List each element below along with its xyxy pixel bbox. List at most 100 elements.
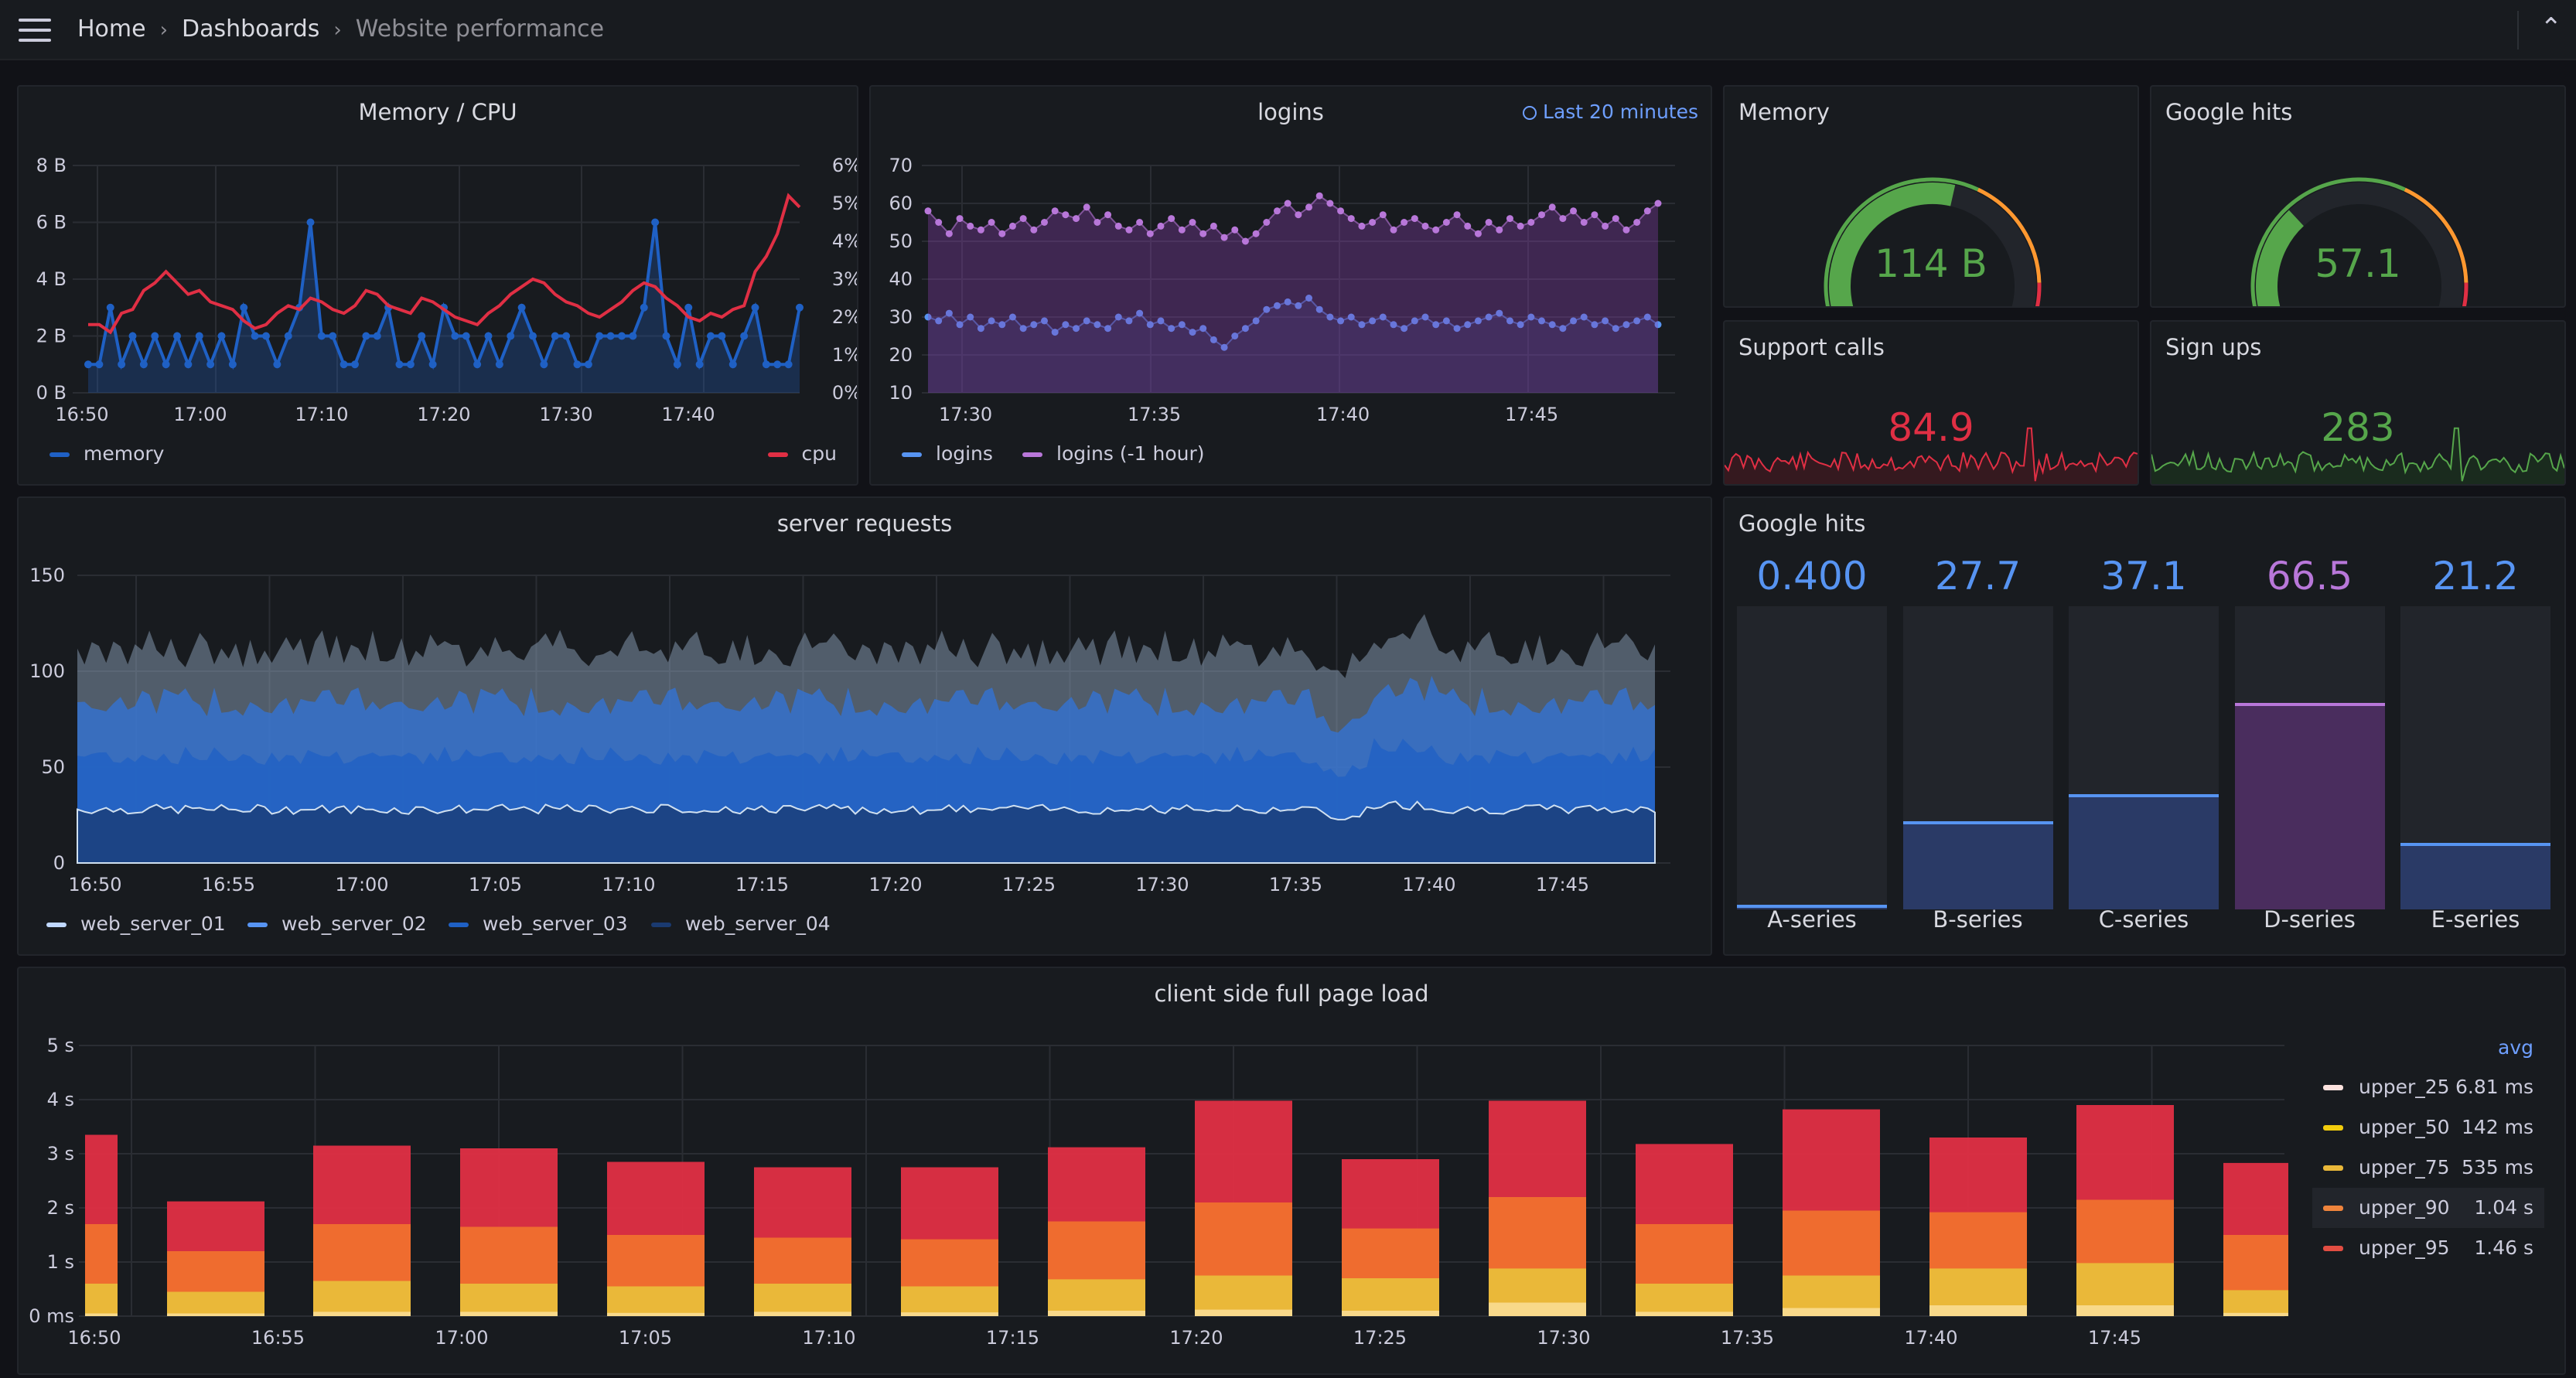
legend-item-web-server-02[interactable]: web_server_02: [247, 912, 427, 935]
panel-logins[interactable]: logins Last 20 minutes 10 20 30 40 50 60 70 17:…: [869, 85, 1712, 486]
y-tick-label: 6 B: [36, 212, 67, 234]
legend-item-logins[interactable]: logins: [902, 442, 993, 465]
time-range-badge[interactable]: Last 20 minutes: [1523, 101, 1698, 123]
logins-point: [1559, 325, 1567, 333]
legend-item-web-server-04[interactable]: web_server_04: [651, 912, 831, 935]
legend-row-upper-25[interactable]: upper_25 6.81 ms: [2312, 1067, 2544, 1107]
bar-upper-50: [313, 1311, 411, 1316]
bar-upper-50: [1342, 1311, 1439, 1316]
legend-item-web-server-03[interactable]: web_server_03: [449, 912, 628, 935]
memory-point: [673, 360, 681, 369]
bar-track-e-series[interactable]: [2400, 606, 2550, 909]
x-tick-label: 17:00: [335, 874, 388, 895]
breadcrumb-dashboards[interactable]: Dashboards: [182, 15, 320, 43]
bar-upper-75: [167, 1291, 264, 1316]
bar-fill-a-series: [1737, 905, 1887, 909]
logins-point: [1612, 325, 1619, 333]
y2-tick-label: 0%: [832, 382, 858, 404]
legend-row-upper-95[interactable]: upper_95 1.46 s: [2312, 1228, 2544, 1268]
legend-row-upper-50[interactable]: upper_50 142 ms: [2312, 1107, 2544, 1148]
bar-track-b-series[interactable]: [1902, 606, 2053, 909]
legend-swatch: [49, 452, 70, 457]
logins-hour-point: [1295, 211, 1302, 219]
memory-point: [473, 360, 482, 369]
logins-point: [1548, 321, 1556, 329]
panel-page-load[interactable]: client side full page load 0 ms 1 s 2 s 3 s…: [17, 967, 2566, 1375]
bar-upper-50: [901, 1312, 998, 1316]
legend-item-memory[interactable]: memory: [49, 442, 164, 465]
memory-point: [206, 360, 215, 369]
logins-hour-point: [956, 215, 964, 223]
logins-hour-point: [1273, 207, 1281, 215]
stack-area-web_server_01: [77, 800, 1656, 864]
y-tick-label: 100: [29, 660, 65, 682]
logins-hour-point: [1146, 230, 1154, 237]
legend-row-upper-90[interactable]: upper_90 1.04 s: [2312, 1188, 2544, 1228]
logins-point: [1485, 313, 1493, 321]
logins-hour-point: [1379, 211, 1387, 219]
memory-point: [339, 360, 348, 369]
logins-point: [1114, 313, 1122, 321]
panel-sign-ups[interactable]: Sign ups 283: [2150, 320, 2566, 486]
y-tick-label: 60: [889, 193, 913, 214]
legend-item-logins-hour[interactable]: logins (-1 hour): [1022, 442, 1205, 465]
panel-title: Memory / CPU: [358, 99, 517, 125]
bar-upper-75: [85, 1284, 118, 1316]
panel-google-gauge[interactable]: Google hits 57.1: [2150, 85, 2566, 308]
bar-track-d-series[interactable]: [2234, 606, 2385, 909]
legend-row-upper-75[interactable]: upper_75 535 ms: [2312, 1148, 2544, 1188]
bar-track-a-series[interactable]: [1737, 606, 1887, 909]
y2-tick-label: 6%: [832, 155, 858, 176]
logins-point: [935, 317, 943, 325]
legend-value: 1.04 s: [2474, 1196, 2533, 1219]
legend-item-web-server-01[interactable]: web_server_01: [46, 912, 226, 935]
y-tick-label: 8 B: [36, 155, 67, 176]
memory-point: [707, 332, 715, 340]
menu-icon[interactable]: [19, 19, 51, 42]
legend-value: 535 ms: [2461, 1156, 2533, 1178]
memory-point: [306, 218, 315, 227]
bar-upper-50: [460, 1311, 558, 1316]
logins-point: [988, 317, 995, 325]
logins-hour-point: [1284, 200, 1291, 207]
memory-point: [228, 360, 237, 369]
memory-point: [718, 332, 726, 340]
x-tick-label: 17:30: [1537, 1327, 1590, 1349]
panel-google-hits-bars[interactable]: Google hits 0.400 A-series 27.7 B-series 37.…: [1723, 496, 2566, 956]
panel-memory-cpu[interactable]: Memory / CPU 0 B 2 B 4 B 6 B 8 B 0% 1% 2% 3% 4% 5%…: [17, 85, 858, 486]
x-tick-label: 17:10: [602, 874, 655, 895]
legend-header-avg[interactable]: avg: [2498, 1036, 2533, 1059]
logins-point: [1453, 325, 1461, 333]
x-tick-label: 16:50: [55, 404, 108, 425]
legend-label: upper_50: [2359, 1116, 2450, 1138]
memory-point: [139, 360, 148, 369]
x-tick-label: 16:50: [67, 1327, 121, 1349]
signups-sparkline: [2151, 427, 2564, 484]
legend-item-cpu[interactable]: cpu: [767, 442, 837, 465]
x-tick-label: 17:40: [661, 404, 715, 425]
logins-point: [1284, 298, 1291, 305]
logins-hour-point: [998, 230, 1006, 237]
chevron-up-icon[interactable]: ⌃: [2540, 12, 2563, 43]
memory-point: [462, 332, 470, 340]
logins-point: [1326, 313, 1334, 321]
legend-label: memory: [84, 442, 165, 465]
x-tick-label: 17:05: [619, 1327, 672, 1349]
breadcrumb-home[interactable]: Home: [77, 15, 146, 43]
time-range-label: Last 20 minutes: [1543, 101, 1698, 123]
panel-support-calls[interactable]: Support calls 84.9: [1723, 320, 2139, 486]
gauge-fill: [2256, 210, 2305, 306]
logins-point: [1104, 325, 1112, 333]
panel-title: server requests: [776, 510, 953, 537]
bar-upper-75: [2223, 1290, 2288, 1316]
panel-memory-gauge[interactable]: Memory 114 B: [1723, 85, 2139, 308]
logins-hour-point: [1602, 222, 1609, 230]
panel-server-requests[interactable]: server requests 0 50 100 150 16:50 16:55 17:00…: [17, 496, 1712, 956]
memory-point: [351, 360, 359, 369]
bar-track-c-series[interactable]: [2069, 606, 2219, 909]
logins-hour-point: [1580, 219, 1588, 226]
support-sparkline: [1725, 427, 2138, 484]
bar-upper-50: [1783, 1308, 1880, 1316]
logins-hour-point: [1220, 234, 1228, 241]
bar-upper-50: [754, 1311, 851, 1316]
